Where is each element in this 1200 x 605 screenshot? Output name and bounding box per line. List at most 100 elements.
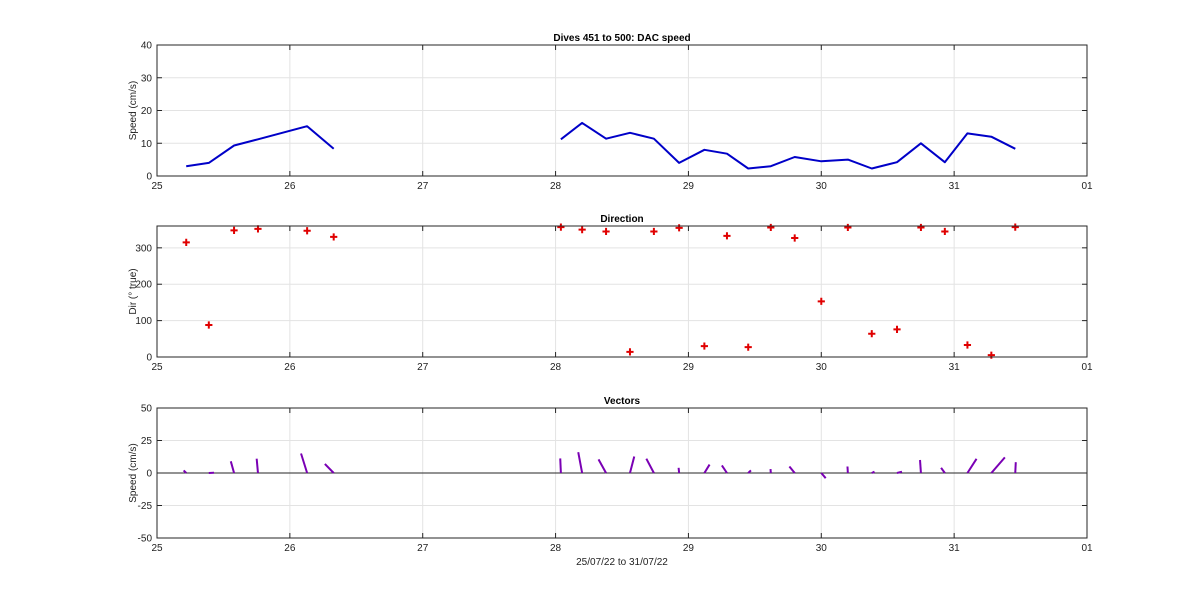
x-tick-label: 28 [550,181,562,192]
x-tick-label: 30 [816,362,828,373]
velocity-vector [940,467,946,474]
x-tick-label: 01 [1081,362,1093,373]
direction-point [987,351,995,359]
velocity-vector [255,458,259,474]
direction-point [330,233,338,241]
x-tick-label: 28 [550,362,562,373]
y-axis-label: Speed (cm/s) [128,443,139,502]
velocity-vector [990,456,1006,474]
direction-point [650,227,658,236]
y-tick-label: 100 [135,316,152,327]
direction-point [917,223,925,232]
y-tick-label: 30 [141,73,153,84]
velocity-vector [703,464,711,474]
x-tick-label: 29 [683,543,695,554]
x-tick-label: 26 [284,543,296,554]
axes-frame [156,225,1088,358]
x-tick-label: 01 [1081,543,1093,554]
x-tick-label: 27 [417,362,429,373]
y-tick-label: 20 [141,106,153,117]
direction-point [230,226,238,234]
direction-point [817,297,825,305]
direction-point [723,232,731,240]
y-axis-label: Dir (° true) [128,268,139,314]
direction-point [675,224,683,232]
direction-point [700,342,708,350]
velocity-vector [966,458,978,474]
direction-panel: 25 26 27 28 29 30 31 01 0 100 200 300 Direction Dir (… [128,214,1093,373]
x-tick-label: 30 [816,181,828,192]
velocity-vector [721,464,728,474]
x-tick-label: 31 [949,181,961,192]
direction-point [844,223,852,232]
x-tick-label: 31 [949,362,961,373]
direction-point [744,343,752,351]
direction-point [182,238,190,246]
x-tick-label: 27 [417,181,429,192]
y-tick-label: 25 [141,436,153,447]
velocity-vector [324,463,335,474]
velocity-vector [677,467,681,474]
speed-series-line [560,121,1016,170]
direction-point [303,227,311,235]
x-tick-label: 25 [151,181,163,192]
direction-point [205,321,213,329]
x-axis-label: 25/07/22 to 31/07/22 [576,557,668,568]
direction-point [767,223,775,232]
direction-point [602,227,610,236]
y-tick-label: 0 [146,353,152,364]
velocity-vector [182,469,187,474]
x-tick-label: 01 [1081,181,1093,192]
direction-point [557,223,565,231]
direction-point [626,348,634,356]
x-tick-label: 30 [816,543,828,554]
y-tick-label: 40 [141,41,153,52]
y-axis-label: Speed (cm/s) [128,81,139,140]
y-tick-label: 0 [146,172,152,183]
y-tick-label: 300 [135,243,152,254]
x-tick-label: 28 [550,543,562,554]
velocity-vector [597,458,607,474]
velocity-vector [1014,462,1017,474]
velocity-vector [747,469,752,474]
x-tick-label: 29 [683,181,695,192]
vectors-panel: 25 26 27 28 29 30 31 01 -50 -25 0 25 50 Vectors Speed … [128,396,1093,568]
y-tick-label: 10 [141,139,153,150]
velocity-vector [871,470,875,474]
direction-point [868,330,876,338]
speed-series-line [186,125,335,168]
velocity-vector [629,456,636,474]
x-tick-label: 25 [151,362,163,373]
direction-point [941,227,949,236]
chart-title: Vectors [604,396,641,407]
y-tick-label: 50 [141,404,153,415]
direction-point [254,225,262,233]
velocity-vector [896,470,903,474]
y-tick-label: 200 [135,280,152,291]
y-tick-label: 0 [146,469,152,480]
x-tick-label: 26 [284,181,296,192]
x-tick-label: 29 [683,362,695,373]
speed-panel: 25 26 27 28 29 30 31 01 0 10 20 30 40 Dives 451 to 50… [128,33,1093,192]
chart-title: Dives 451 to 500: DAC speed [553,33,690,44]
x-tick-label: 26 [284,362,296,373]
velocity-vector [300,453,309,474]
velocity-vector [919,459,922,474]
velocity-vector [645,458,655,474]
velocity-vector [788,465,796,474]
velocity-vector [820,472,827,479]
velocity-vector [229,461,236,474]
direction-point [578,226,586,234]
velocity-vector [577,452,584,474]
y-tick-label: -25 [138,501,153,512]
y-tick-label: -50 [138,534,153,545]
direction-point [791,234,799,242]
x-tick-label: 27 [417,543,429,554]
direction-point [893,325,901,333]
direction-point [1011,223,1019,231]
velocity-vector [559,458,562,474]
x-tick-label: 31 [949,543,961,554]
x-tick-label: 25 [151,543,163,554]
chart-title: Direction [600,214,643,225]
